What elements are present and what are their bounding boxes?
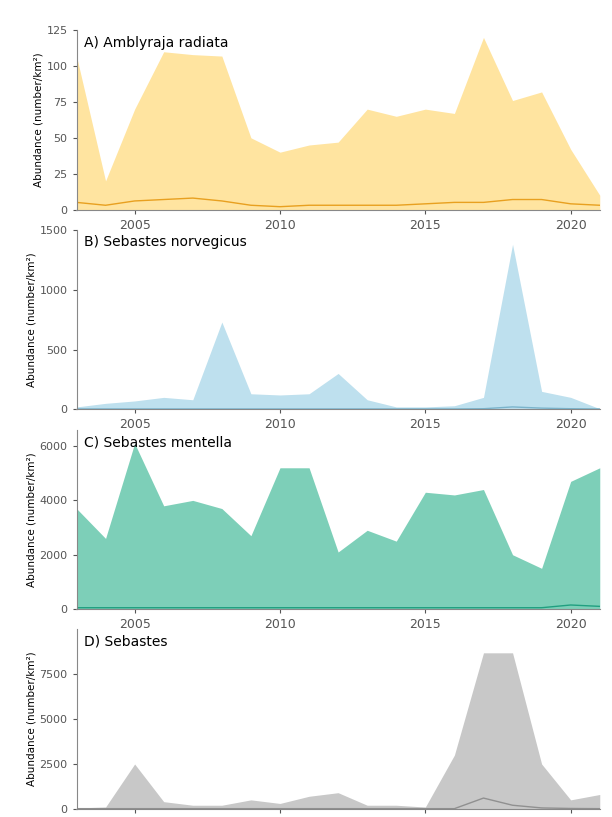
Text: C) Sebastes mentella: C) Sebastes mentella	[84, 435, 233, 449]
Text: A) Amblyraja radiata: A) Amblyraja radiata	[84, 36, 229, 50]
Y-axis label: Abundance (number/km²): Abundance (number/km²)	[34, 52, 43, 187]
Text: B) Sebastes norvegicus: B) Sebastes norvegicus	[84, 235, 247, 249]
Y-axis label: Abundance (number/km²): Abundance (number/km²)	[26, 652, 37, 787]
Y-axis label: Abundance (number/km²): Abundance (number/km²)	[26, 452, 37, 587]
Y-axis label: Abundance (number/km²): Abundance (number/km²)	[27, 252, 37, 387]
Text: Arctic Barents Sea: Arctic Barents Sea	[242, 6, 370, 20]
Text: D) Sebastes: D) Sebastes	[84, 635, 168, 649]
